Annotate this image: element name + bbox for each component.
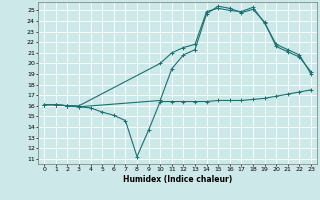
X-axis label: Humidex (Indice chaleur): Humidex (Indice chaleur) (123, 175, 232, 184)
